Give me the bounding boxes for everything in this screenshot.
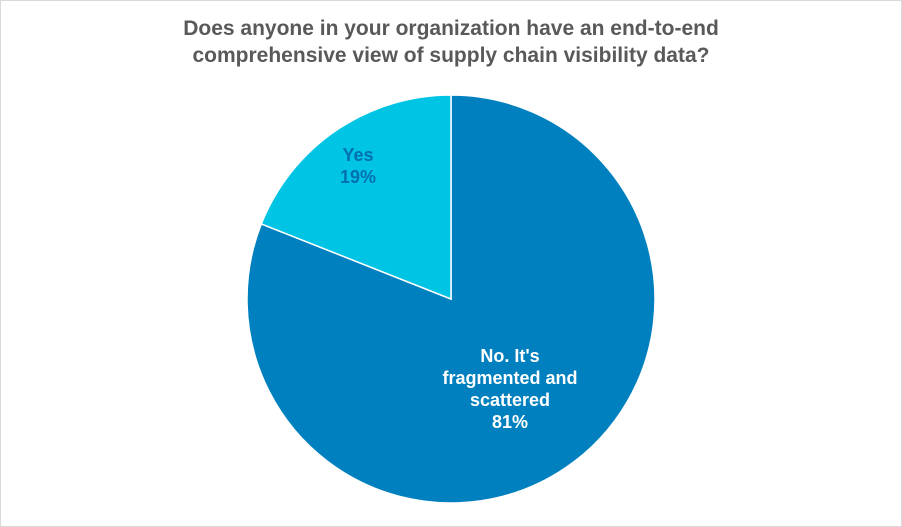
chart-title: Does anyone in your organization have an… <box>1 15 901 69</box>
data-label-name: fragmented and <box>442 368 577 388</box>
data-label-name: scattered <box>470 390 550 410</box>
data-label-yes: Yes 19% <box>340 145 376 187</box>
data-label-no-fragmented: No. It's fragmented and scattered 81% <box>442 346 577 432</box>
data-label-value: 19% <box>340 167 376 187</box>
data-label-value: 81% <box>492 412 528 432</box>
data-label-name: No. It's <box>480 346 539 366</box>
chart-title-line-2: comprehensive view of supply chain visib… <box>192 44 710 67</box>
data-label-name: Yes <box>342 145 373 165</box>
chart-title-line-1: Does anyone in your organization have an… <box>183 17 719 40</box>
pie-slice-yes <box>260 94 452 301</box>
